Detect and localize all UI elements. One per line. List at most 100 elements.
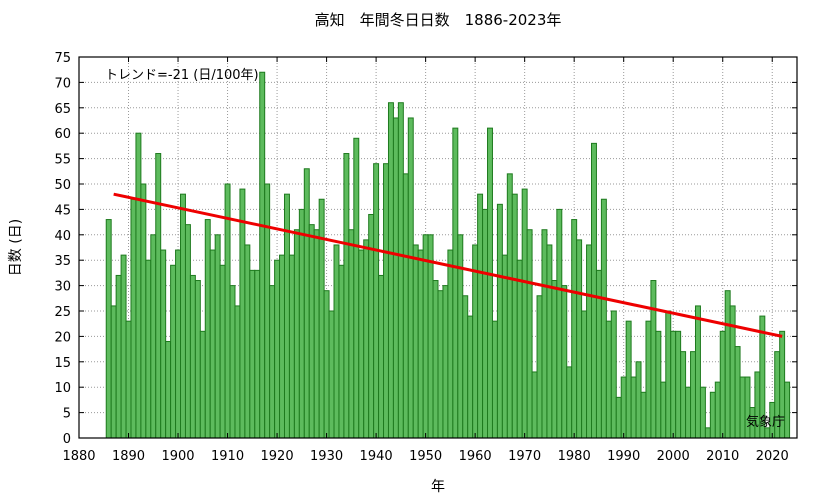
- bar: [462, 295, 469, 439]
- bars: [105, 71, 791, 439]
- y-tick-label: 50: [54, 178, 71, 193]
- bar: [279, 254, 285, 439]
- bar: [442, 285, 449, 439]
- bar: [566, 366, 573, 439]
- bar: [660, 381, 667, 439]
- bar: [487, 127, 493, 439]
- bar: [694, 305, 701, 439]
- bar: [422, 234, 429, 439]
- trend-annotation: トレンド=-21 (日/100年): [105, 68, 259, 83]
- x-tick-label: 2020: [756, 449, 789, 464]
- bar: [690, 351, 696, 439]
- bar: [576, 239, 583, 439]
- bar: [130, 198, 137, 439]
- bar: [551, 280, 558, 439]
- bar: [234, 305, 241, 439]
- bar: [724, 290, 731, 439]
- bar: [699, 386, 706, 439]
- bar: [501, 254, 508, 439]
- bar: [472, 244, 479, 439]
- bar: [274, 259, 281, 439]
- bar: [546, 244, 553, 439]
- bar: [175, 249, 182, 439]
- bar: [269, 285, 276, 439]
- x-tick-label: 1970: [508, 449, 541, 464]
- bar: [313, 229, 320, 439]
- bar: [452, 127, 459, 439]
- axis-ticks: 0 5 10 15 20 25 30 35 40 45 50 55 60 65 70 75 1880 1890 19…: [54, 51, 797, 464]
- bar: [561, 285, 568, 439]
- bar: [536, 295, 543, 439]
- bar: [254, 269, 261, 439]
- bar: [432, 280, 439, 439]
- bar: [214, 234, 221, 439]
- bar: [685, 386, 692, 439]
- bar: [467, 315, 474, 439]
- y-tick-label: 40: [54, 229, 71, 244]
- bar: [605, 320, 612, 439]
- bar: [358, 249, 365, 439]
- x-tick-label: 1960: [459, 449, 492, 464]
- bar: [308, 224, 315, 439]
- bar: [571, 219, 578, 439]
- bar: [323, 290, 330, 439]
- bar: [363, 239, 370, 439]
- y-tick-label: 35: [54, 254, 71, 269]
- bar: [427, 234, 434, 439]
- bar: [209, 249, 216, 439]
- x-tick-label: 1980: [558, 449, 591, 464]
- bar: [586, 244, 593, 439]
- bar: [665, 310, 672, 439]
- bar: [373, 163, 380, 439]
- bar: [264, 183, 271, 439]
- bar: [635, 361, 642, 439]
- chart-title: 高知 年間冬日日数 1886-2023年: [315, 11, 562, 29]
- grid: [79, 57, 797, 438]
- bar: [318, 198, 325, 439]
- bar: [160, 249, 167, 439]
- credit-label: 気象庁: [746, 414, 785, 430]
- x-tick-label: 2000: [657, 449, 690, 464]
- bar: [734, 346, 741, 439]
- bar: [709, 391, 716, 439]
- bar: [338, 264, 345, 439]
- y-tick-label: 60: [54, 127, 71, 142]
- bar: [402, 173, 409, 439]
- bar: [378, 274, 385, 439]
- y-tick-label: 65: [54, 102, 71, 117]
- bar: [293, 229, 300, 439]
- bar: [719, 330, 726, 439]
- bar: [625, 320, 632, 439]
- bar: [506, 173, 513, 439]
- bar: [259, 71, 266, 439]
- x-tick-label: 1910: [211, 449, 244, 464]
- bar: [348, 229, 355, 439]
- bar: [600, 198, 607, 439]
- bar: [714, 381, 721, 439]
- y-tick-label: 15: [54, 356, 71, 371]
- bar: [556, 208, 563, 439]
- y-tick-label: 70: [54, 76, 71, 91]
- bar: [511, 193, 518, 439]
- bar: [591, 142, 597, 439]
- bar: [229, 285, 236, 439]
- bar: [675, 330, 682, 439]
- bar: [620, 376, 627, 439]
- bar: [655, 330, 662, 439]
- bar: [288, 254, 295, 439]
- bar: [650, 280, 657, 439]
- x-tick-label: 1940: [360, 449, 393, 464]
- bar: [526, 229, 533, 439]
- bar: [125, 320, 132, 439]
- x-tick-label: 1930: [310, 449, 343, 464]
- bar: [457, 234, 464, 439]
- bar: [640, 391, 647, 439]
- x-tick-label: 1880: [62, 449, 95, 464]
- y-tick-label: 45: [54, 203, 71, 218]
- bar: [140, 183, 147, 439]
- x-tick-label: 2010: [706, 449, 739, 464]
- x-tick-label: 1950: [409, 449, 442, 464]
- y-tick-label: 75: [54, 51, 71, 66]
- x-tick-label: 1900: [161, 449, 194, 464]
